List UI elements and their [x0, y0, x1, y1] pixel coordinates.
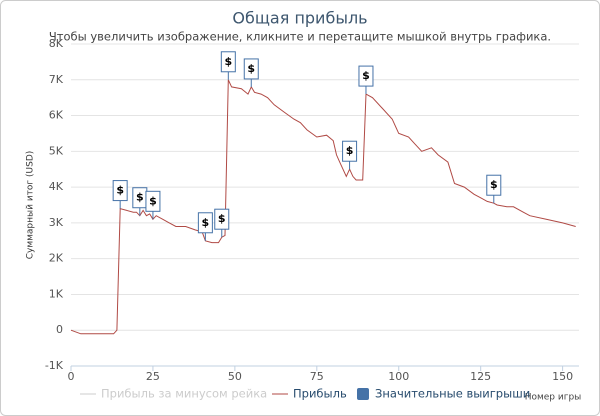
win-flag: $ — [112, 180, 128, 209]
flag-box — [342, 140, 358, 162]
legend-item[interactable]: Значительные выигрыши — [357, 387, 530, 401]
flag-label: $ — [149, 194, 157, 207]
flag-box — [197, 212, 213, 234]
legend-swatch — [357, 388, 369, 400]
flag-box — [145, 190, 161, 212]
y-tick-label: 8K — [49, 37, 64, 50]
flag-box — [358, 65, 374, 87]
win-flag: $ — [197, 212, 213, 241]
legend-label: Прибыль за минусом рейка — [101, 387, 267, 401]
flag-label: $ — [346, 144, 354, 157]
win-flag: $ — [220, 51, 236, 80]
flag-box — [112, 180, 128, 202]
flag-box — [243, 58, 259, 80]
win-flag: $ — [145, 190, 161, 220]
x-tick-label: 125 — [470, 370, 491, 383]
x-tick-label: 25 — [146, 370, 160, 383]
y-tick-label: 5K — [49, 144, 64, 157]
flag-label: $ — [136, 191, 144, 204]
flag-label: $ — [490, 178, 498, 191]
y-tick-label: 3K — [49, 216, 64, 229]
chart-subtitle: Чтобы увеличить изображение, кликните и … — [49, 30, 551, 44]
x-tick-label: 50 — [228, 370, 242, 383]
x-tick-label: 100 — [388, 370, 409, 383]
x-tick-label: 75 — [310, 370, 324, 383]
legend-item[interactable]: Прибыль — [272, 387, 347, 401]
y-axis-label: Суммарный итог (USD) — [26, 151, 36, 260]
x-axis-label: Номер игры — [525, 393, 582, 403]
y-tick-label: -1K — [45, 359, 64, 372]
win-flag: $ — [243, 58, 259, 87]
chart-title: Общая прибыль — [232, 9, 367, 28]
flag-label: $ — [247, 62, 255, 75]
win-flag: $ — [214, 208, 230, 238]
flag-box — [486, 174, 502, 196]
flag-label: $ — [116, 184, 124, 197]
x-tick-label: 0 — [68, 370, 75, 383]
y-tick-label: 4K — [49, 180, 64, 193]
y-tick-label: 0 — [56, 323, 63, 336]
win-flag: $ — [342, 140, 358, 170]
win-flag: $ — [486, 174, 502, 204]
win-flag: $ — [358, 65, 374, 95]
legend-item[interactable]: Прибыль за минусом рейка — [80, 387, 267, 401]
y-tick-label: 1K — [49, 287, 64, 300]
legend-label: Значительные выигрыши — [375, 387, 530, 401]
y-tick-label: 6K — [49, 109, 64, 122]
flag-box — [214, 208, 230, 230]
flag-label: $ — [362, 69, 370, 82]
flag-label: $ — [224, 55, 232, 68]
flag-box — [220, 51, 236, 73]
x-tick-label: 150 — [552, 370, 573, 383]
legend-label: Прибыль — [293, 387, 347, 401]
y-tick-label: 2K — [49, 252, 64, 265]
flag-label: $ — [218, 212, 226, 225]
flag-label: $ — [202, 216, 210, 229]
y-tick-label: 7K — [49, 73, 64, 86]
